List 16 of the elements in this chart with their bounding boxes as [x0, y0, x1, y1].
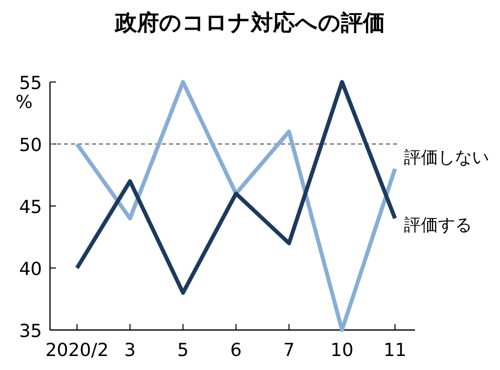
x-tick-label: 6: [230, 340, 242, 361]
series-label: 評価しない: [404, 148, 489, 168]
y-tick-label: 40: [19, 259, 42, 280]
y-tick-label: 50: [19, 135, 42, 156]
chart-title: 政府のコロナ対応への評価: [114, 10, 385, 36]
x-tick-label: 10: [330, 340, 354, 361]
x-tick-label: 3: [124, 340, 136, 361]
y-tick-label: 45: [19, 197, 42, 218]
x-tick-label: 2020/2: [45, 340, 109, 361]
x-tick-label: 5: [177, 340, 189, 361]
y-axis-title: %: [15, 92, 33, 113]
x-tick-label: 11: [384, 340, 406, 361]
x-tick-label: 7: [283, 340, 295, 361]
series-label: 評価する: [404, 215, 472, 236]
y-tick-label: 55: [19, 73, 42, 94]
y-tick-label: 35: [19, 321, 42, 342]
